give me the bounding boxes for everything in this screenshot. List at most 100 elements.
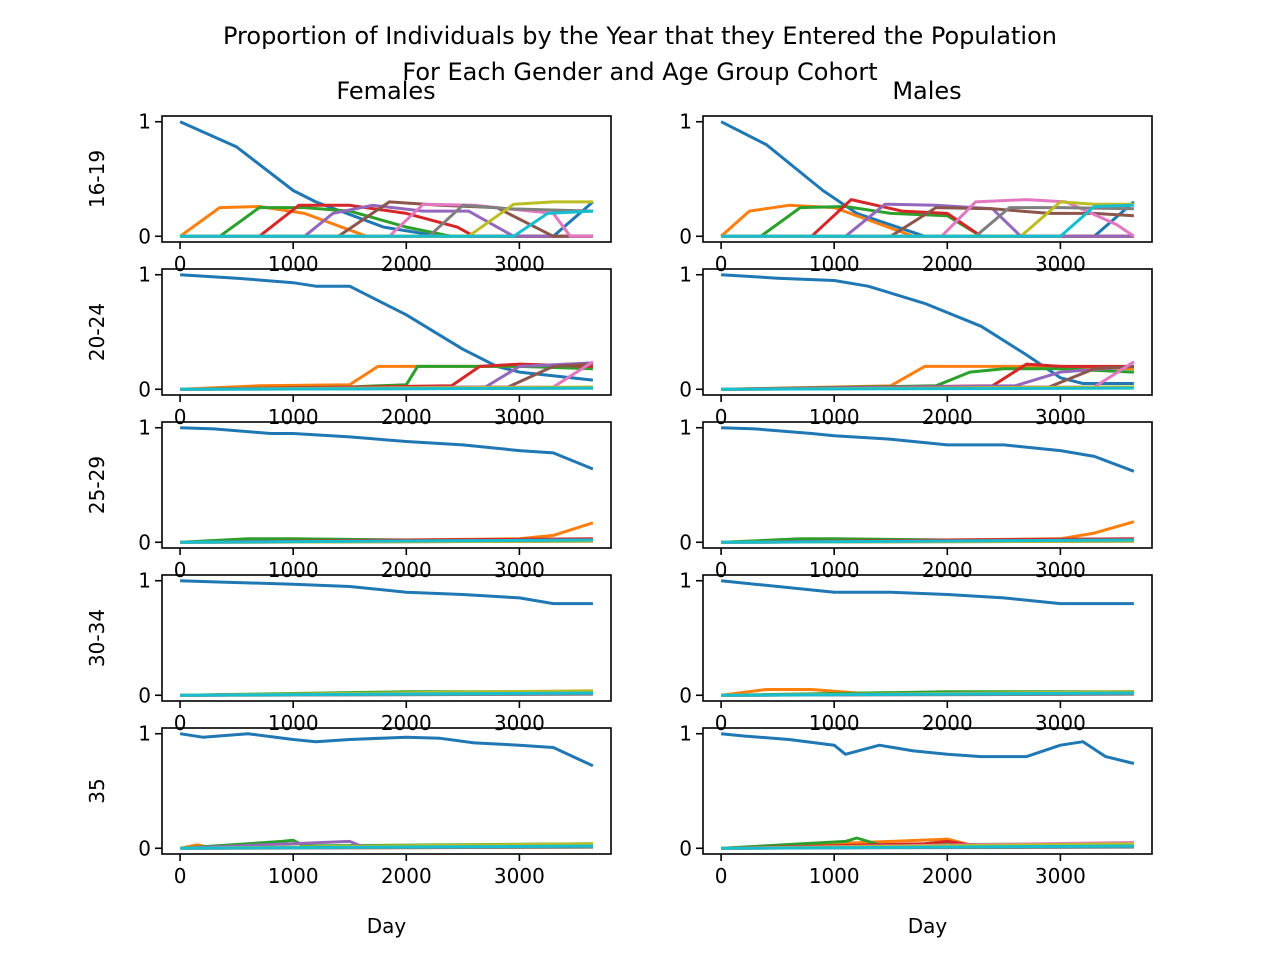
y-tick-label: 0 [138,683,151,707]
x-tick-label: 3000 [1035,711,1086,735]
x-tick-label: 0 [174,252,187,276]
x-tick-label: 3000 [1035,864,1086,888]
x-tick-label: 2000 [922,864,973,888]
y-tick-label: 0 [138,836,151,860]
x-tick-label: 0 [174,558,187,582]
y-tick-label: 1 [679,569,692,593]
y-tick-label: 0 [679,224,692,248]
x-tick-label: 0 [174,864,187,888]
y-tick-label: 0 [679,836,692,860]
series-line-10 [180,209,593,238]
subplot-males-25-29: 0 1 0 1000 2000 3000 [679,416,1153,582]
series-line-10 [721,844,1134,850]
x-tick-label: 1000 [809,711,860,735]
y-tick-label: 1 [138,110,151,134]
x-tick-label: 3000 [1035,252,1086,276]
subplot-females-30-34: 0 1 0 1000 2000 3000 30-34 [85,569,612,735]
x-tick-label: 2000 [381,252,432,276]
y-tick-label: 1 [138,263,151,287]
y-tick-label: 0 [138,377,151,401]
y-tick-label: 0 [138,224,151,248]
series-line-5 [180,203,593,238]
x-tick-label: 2000 [381,711,432,735]
series-line-1 [720,579,1134,606]
row-label-25-29: 25-29 [85,456,109,514]
figure-title-line1: Proportion of Individuals by the Year th… [223,22,1057,50]
x-tick-label: 1000 [268,711,319,735]
series-line-1 [721,273,1134,385]
y-tick-label: 0 [679,530,692,554]
series-line-1 [180,273,594,382]
x-tick-label: 0 [715,711,728,735]
series-line-1 [721,426,1135,473]
column-title-males: Males [892,77,961,105]
series-line-1 [179,732,594,768]
series-line-10 [180,538,593,544]
x-tick-label: 0 [174,711,187,735]
subplot-males-30-34: 0 1 0 1000 2000 3000 [679,569,1153,735]
axes-frame [161,115,612,243]
series-line-1 [180,426,594,471]
x-tick-label: 2000 [381,558,432,582]
axes-frame [702,268,1153,396]
y-tick-label: 1 [679,416,692,440]
series-line-10 [721,538,1134,544]
y-tick-label: 1 [138,722,151,746]
x-tick-label: 0 [715,405,728,429]
x-tick-label: 1000 [809,864,860,888]
subplot-males-20-24: 0 1 0 1000 2000 3000 [679,263,1153,429]
axes-frame [702,115,1153,243]
y-tick-label: 1 [138,569,151,593]
y-tick-label: 0 [679,377,692,401]
row-label-16-19: 16-19 [85,150,109,208]
x-tick-label: 0 [715,558,728,582]
series-line-10 [180,844,593,850]
x-tick-label: 3000 [494,711,545,735]
series-line-10 [180,691,593,697]
x-tick-label: 3000 [494,558,545,582]
x-tick-label: 2000 [922,558,973,582]
x-tick-label: 1000 [809,558,860,582]
x-tick-label: 2000 [381,864,432,888]
x-tick-label: 3000 [494,252,545,276]
x-tick-label: 0 [715,864,728,888]
x-tick-label: 3000 [1035,405,1086,429]
y-tick-label: 1 [138,416,151,440]
x-tick-label: 3000 [494,405,545,429]
series-line-10 [180,386,593,391]
series-line-10 [721,691,1134,697]
series-line-1 [180,579,593,606]
x-tick-label: 1000 [268,558,319,582]
y-tick-label: 0 [679,683,692,707]
y-tick-label: 1 [679,722,692,746]
axes-frame [161,421,612,549]
axes-frame [702,727,1153,855]
series-line-3 [180,206,593,238]
x-tick-label: 1000 [809,252,860,276]
y-tick-label: 1 [679,110,692,134]
subplot-males-35: 0 1 0 1000 2000 3000 Day [679,722,1153,938]
series-line-10 [721,203,1134,238]
x-tick-label: 1000 [268,864,319,888]
x-tick-label: 3000 [494,864,545,888]
figure-title-line2: For Each Gender and Age Group Cohort [402,58,877,86]
row-label-35: 35 [85,778,109,803]
x-tick-label: 2000 [922,252,973,276]
axes-frame [702,574,1153,702]
axes-frame [161,268,612,396]
row-label-30-34: 30-34 [85,609,109,667]
x-tick-label: 3000 [1035,558,1086,582]
y-tick-label: 0 [138,530,151,554]
axes-frame [702,421,1153,549]
x-tick-label: 1000 [268,252,319,276]
series-line-10 [721,386,1134,391]
x-axis-label: Day [908,914,948,938]
series-line-1 [720,732,1135,765]
row-label-20-24: 20-24 [85,303,109,361]
x-tick-label: 0 [174,405,187,429]
x-tick-label: 0 [715,252,728,276]
axes-frame [161,727,612,855]
subplot-males-16-19: 0 1 0 1000 2000 3000 [679,110,1153,276]
